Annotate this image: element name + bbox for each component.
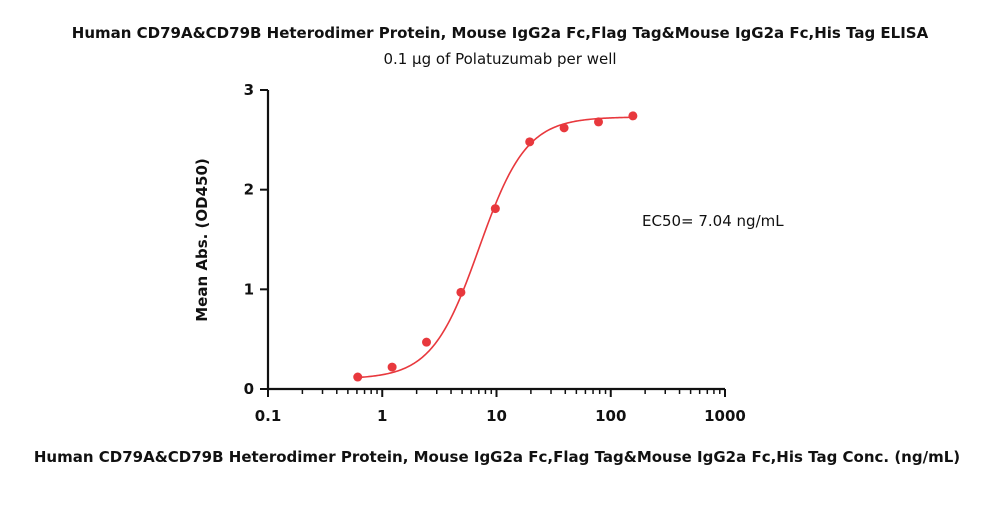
y-tick-label: 2 bbox=[244, 181, 254, 199]
x-tick-label: 1 bbox=[377, 407, 387, 425]
ec50-annotation: EC50= 7.04 ng/mL bbox=[642, 212, 784, 230]
points-layer bbox=[353, 111, 638, 382]
data-point bbox=[559, 123, 569, 133]
axes: 0.1 1 10 100 1000 0 1 2 3 bbox=[244, 81, 746, 425]
chart-subtitle: 0.1 µg of Polatuzumab per well bbox=[383, 50, 616, 68]
x-tick-label: 10 bbox=[486, 407, 507, 425]
y-axis-label: Mean Abs. (OD450) bbox=[193, 158, 211, 322]
fit-curve bbox=[357, 116, 633, 379]
data-point bbox=[422, 337, 432, 347]
y-tick-label: 3 bbox=[244, 81, 254, 99]
x-tick-label: 0.1 bbox=[255, 407, 282, 425]
data-point bbox=[628, 111, 638, 121]
data-point bbox=[353, 372, 363, 382]
chart-title: Human CD79A&CD79B Heterodimer Protein, M… bbox=[72, 24, 929, 42]
x-tick-label: 1000 bbox=[704, 407, 746, 425]
x-tick-label: 100 bbox=[595, 407, 626, 425]
y-tick-label: 1 bbox=[244, 280, 254, 298]
fit-layer bbox=[357, 116, 633, 379]
data-point bbox=[456, 287, 466, 297]
data-point bbox=[490, 204, 500, 214]
data-point bbox=[594, 117, 604, 127]
x-axis-label: Human CD79A&CD79B Heterodimer Protein, M… bbox=[34, 448, 960, 466]
data-point bbox=[387, 362, 397, 372]
y-tick-label: 0 bbox=[244, 380, 254, 398]
data-point bbox=[525, 137, 535, 147]
